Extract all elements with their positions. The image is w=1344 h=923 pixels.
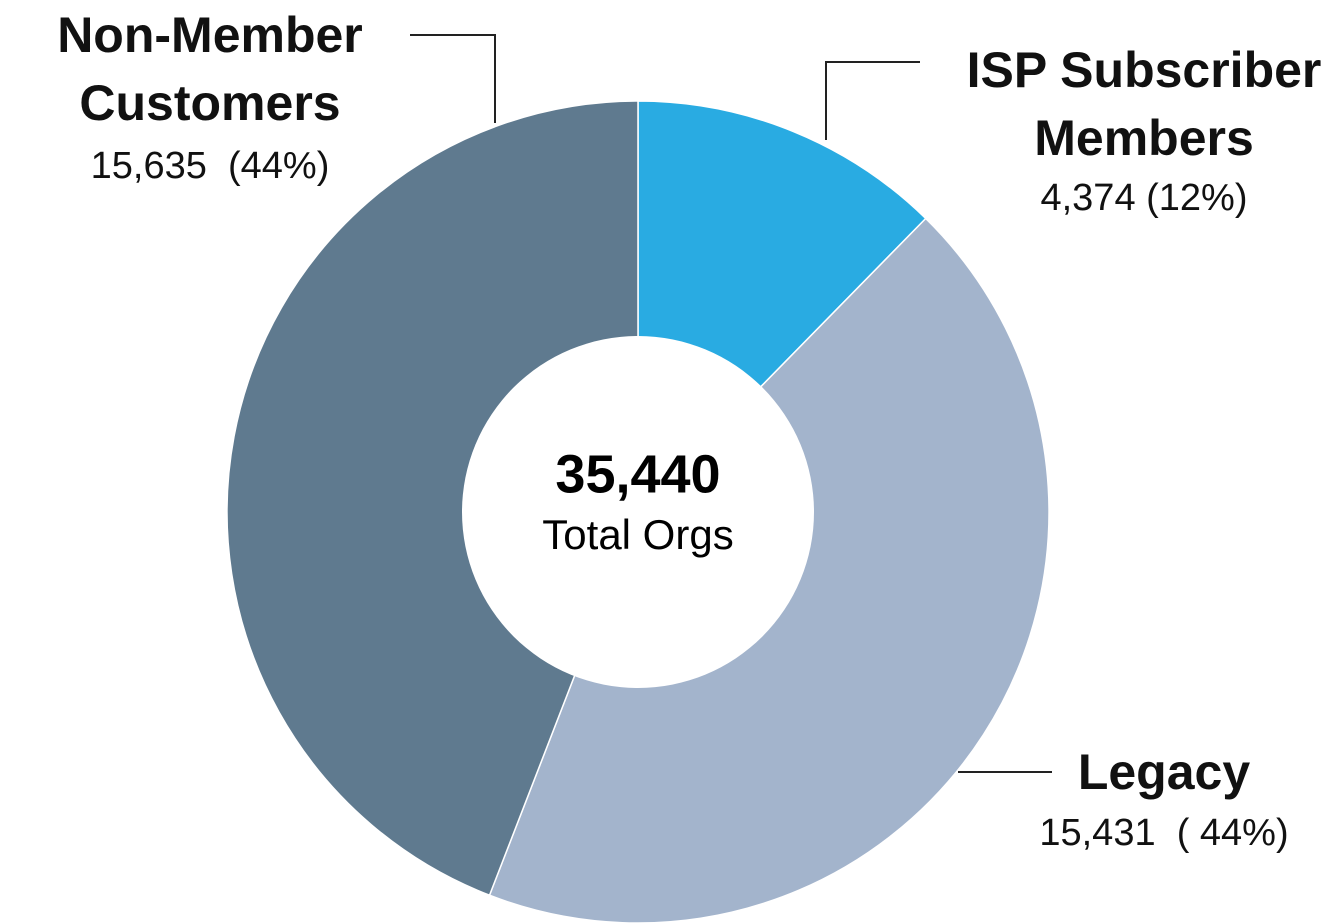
donut-hole [462, 336, 814, 688]
center-caption: Total Orgs [542, 511, 733, 558]
slice [226, 100, 639, 897]
category-label: ISP Subscriber Members [966, 42, 1336, 166]
value-label: 15,635 (44%) [90, 145, 330, 187]
value-label: 4,374 (12%) [1040, 177, 1248, 219]
value-label: 15,431 ( 44%) [1039, 812, 1289, 854]
category-label: Non-Member Customers [57, 7, 377, 131]
center-total: 35,440 [555, 444, 720, 504]
leader-line [825, 61, 920, 140]
category-label: Legacy [1077, 744, 1251, 800]
leader-line [410, 34, 496, 123]
